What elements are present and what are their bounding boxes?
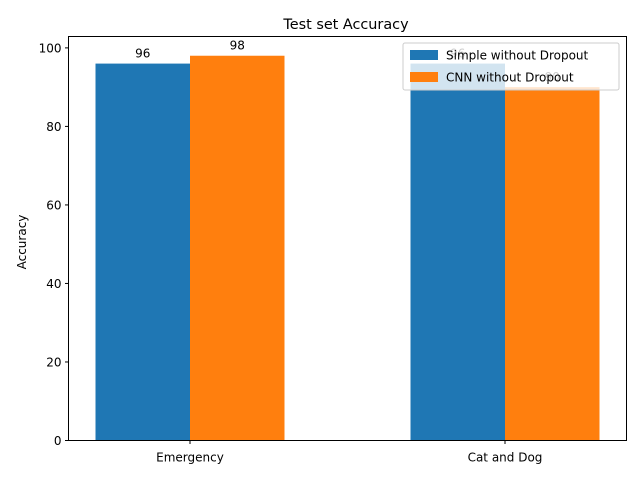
y-axis-label: Accuracy (15, 215, 29, 270)
bar-s1-c1 (505, 87, 600, 441)
x-axis: Emergency Cat and Dog (156, 440, 543, 465)
y-axis: 0 20 40 60 80 100 (39, 41, 69, 448)
x-tick-label: Emergency (156, 451, 224, 465)
legend-box (402, 42, 620, 91)
bar-s0-c1 (410, 63, 505, 441)
legend: Simple without Dropout CNN without Dropou… (402, 42, 620, 91)
y-tick-label: 0 (54, 434, 62, 448)
bar-value-label: 98 (230, 39, 245, 53)
legend-entry-label: Simple without Dropout (446, 49, 589, 63)
x-tick-label: Cat and Dog (468, 451, 543, 465)
y-tick-label: 60 (46, 198, 61, 212)
plot-frame (68, 36, 627, 441)
bar-s0-c0 (95, 63, 190, 441)
bar-s1-c0 (190, 55, 285, 441)
y-tick-label: 80 (46, 120, 61, 134)
y-tick-label: 40 (46, 277, 61, 291)
chart-title: Test set Accuracy (282, 17, 409, 33)
y-tick-label: 20 (46, 355, 61, 369)
legend-swatch (410, 50, 438, 60)
bars-group (95, 55, 600, 441)
y-tick-label: 100 (39, 41, 62, 55)
legend-entry-label: CNN without Dropout (446, 71, 574, 85)
bar-value-label: 96 (135, 47, 150, 61)
legend-swatch (410, 72, 438, 82)
